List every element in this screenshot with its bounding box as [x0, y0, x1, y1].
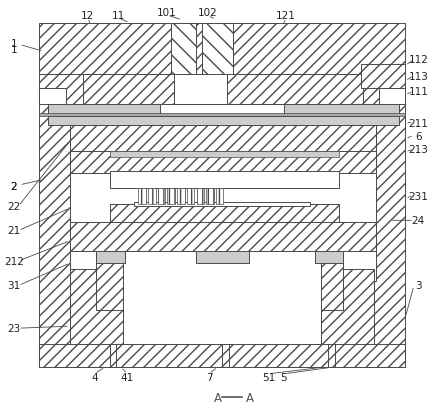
Bar	[205, 74, 222, 105]
Bar	[216, 188, 223, 204]
Text: 31: 31	[8, 281, 21, 291]
Bar	[110, 172, 339, 188]
Text: 4: 4	[91, 372, 98, 382]
Text: A: A	[214, 391, 222, 404]
Text: 211: 211	[408, 118, 428, 128]
Bar	[96, 251, 125, 310]
Text: 213: 213	[408, 145, 428, 155]
Text: 1: 1	[11, 39, 17, 49]
Bar	[379, 89, 405, 105]
Text: 112: 112	[408, 55, 428, 65]
Text: 231: 231	[408, 191, 428, 201]
Bar	[174, 74, 226, 105]
Bar	[70, 270, 123, 367]
Text: 121: 121	[276, 11, 296, 20]
Bar	[39, 115, 405, 367]
Text: 12: 12	[81, 11, 94, 20]
Text: 1: 1	[11, 45, 17, 55]
Bar	[48, 105, 399, 115]
Bar	[202, 24, 233, 74]
Bar	[134, 202, 310, 207]
Bar	[83, 74, 363, 105]
Bar	[196, 251, 249, 263]
Bar	[39, 114, 405, 117]
Bar	[187, 188, 194, 204]
Bar	[315, 251, 343, 263]
Bar	[70, 152, 377, 174]
Bar	[206, 188, 214, 204]
Text: 21: 21	[8, 226, 21, 236]
Bar	[48, 116, 399, 125]
Bar	[178, 74, 196, 105]
Bar	[70, 152, 377, 174]
Bar	[83, 74, 363, 105]
Bar	[321, 270, 374, 367]
Text: 101: 101	[157, 8, 177, 18]
Text: 24: 24	[412, 216, 425, 226]
Bar	[96, 251, 125, 263]
Text: 111: 111	[408, 87, 428, 97]
Bar	[110, 204, 339, 223]
Bar	[70, 125, 377, 152]
Bar	[123, 251, 321, 345]
Text: 113: 113	[408, 72, 428, 81]
Text: 2: 2	[11, 181, 17, 191]
Text: 11: 11	[112, 11, 125, 20]
Text: A: A	[246, 391, 254, 404]
Text: 7: 7	[206, 372, 212, 382]
Text: 51: 51	[262, 372, 275, 382]
Text: 6: 6	[415, 131, 422, 141]
Bar	[148, 188, 155, 204]
Bar	[70, 125, 377, 152]
Text: 212: 212	[4, 256, 24, 266]
Bar	[139, 188, 146, 204]
Text: 22: 22	[8, 202, 21, 211]
Bar	[361, 74, 405, 115]
Bar	[160, 105, 284, 115]
Bar	[39, 74, 83, 115]
Bar	[110, 152, 339, 158]
Bar	[361, 64, 405, 89]
Bar	[196, 251, 249, 310]
Bar	[39, 345, 405, 367]
Bar	[70, 223, 377, 251]
Text: 41: 41	[121, 372, 134, 382]
Bar	[197, 188, 204, 204]
Text: 23: 23	[8, 324, 21, 333]
Bar	[171, 24, 196, 74]
Text: 5: 5	[281, 372, 287, 382]
Bar	[70, 223, 377, 251]
Text: 2: 2	[11, 181, 17, 191]
Bar	[167, 188, 175, 204]
Bar	[158, 188, 165, 204]
Bar	[315, 251, 343, 310]
Text: 102: 102	[198, 8, 218, 18]
Bar	[39, 24, 405, 74]
Bar	[70, 115, 377, 282]
Text: 3: 3	[415, 281, 422, 291]
Bar	[110, 204, 339, 223]
Bar	[39, 89, 66, 105]
Bar	[177, 188, 185, 204]
